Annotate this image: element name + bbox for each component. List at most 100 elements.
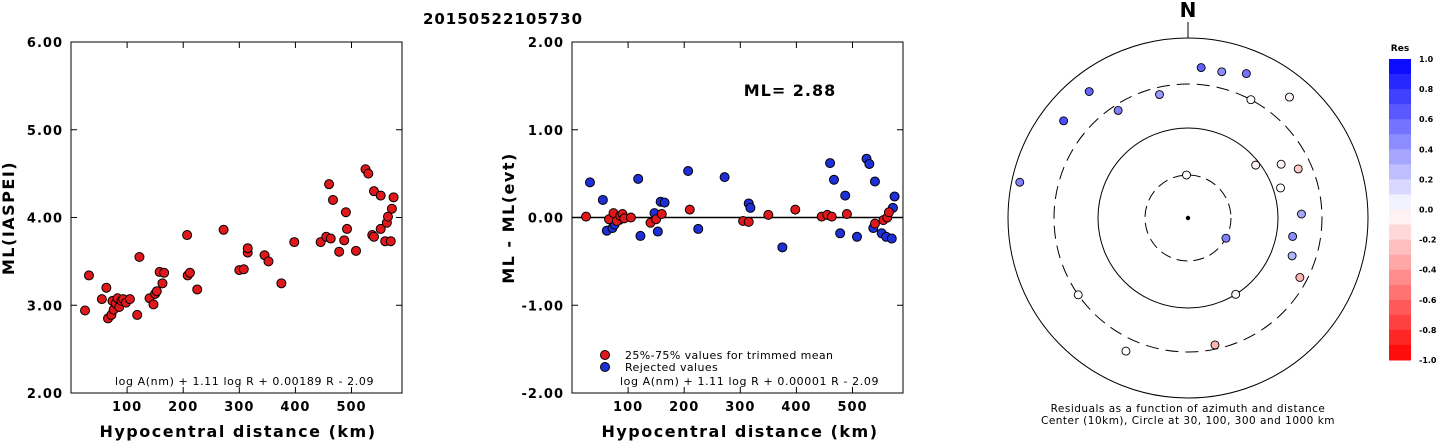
colorbar-tick-label-2: 0.6 <box>1419 115 1434 124</box>
polar-point-17 <box>1015 177 1025 187</box>
polar-point-20 <box>1113 105 1123 115</box>
middle-ytick-label-0: -2.00 <box>522 387 564 402</box>
left-point-41 <box>327 194 338 205</box>
ring-30km <box>1144 174 1232 262</box>
middle-used-point-19 <box>841 208 852 219</box>
polar-point-3 <box>1246 95 1256 105</box>
colorbar-cell-17 <box>1389 314 1411 331</box>
middle-xtick-label-0: 100 <box>613 400 643 415</box>
middle-formula: log A(nm) + 1.11 log R + 0.00001 R - 2.0… <box>620 375 879 388</box>
colorbar-cell-18 <box>1389 329 1411 346</box>
figure-title: 20150522105730 <box>423 10 583 28</box>
colorbar-tick-label-4: 0.2 <box>1419 175 1433 184</box>
middle-data-points <box>581 153 900 253</box>
middle-panel: 100 200 300 400 500 -2.00 -1.00 0.00 1.00 2.00 ML… <box>499 36 904 441</box>
left-formula: log A(nm) + 1.11 log R + 0.00189 R - 2.0… <box>115 375 374 388</box>
left-point-44 <box>340 207 351 218</box>
middle-used-point-15 <box>790 204 801 215</box>
polar-point-16 <box>1073 290 1083 300</box>
left-point-28 <box>218 224 229 235</box>
middle-rejected-point-21 <box>840 190 851 201</box>
left-ytick-label-0: 2.00 <box>27 387 63 402</box>
colorbar-title: Res <box>1391 44 1409 54</box>
middle-rejected-point-17 <box>777 242 788 253</box>
left-point-43 <box>339 235 350 246</box>
left-point-57 <box>385 236 396 247</box>
middle-used-point-23 <box>883 207 894 218</box>
left-point-53 <box>375 190 386 201</box>
middle-ytick-label-4: 2.00 <box>528 36 564 51</box>
polar-point-21 <box>1155 90 1164 99</box>
colorbar-cell-10 <box>1389 209 1411 226</box>
left-point-24 <box>182 230 193 241</box>
polar-point-12 <box>1295 273 1305 282</box>
colorbar-tick-label-8: -0.6 <box>1419 296 1437 305</box>
colorbar-tick-label-10: -1.0 <box>1419 356 1437 365</box>
colorbar-cell-12 <box>1389 239 1411 256</box>
polar-point-11 <box>1287 251 1297 261</box>
polar-point-0 <box>1196 63 1206 73</box>
left-ytick-label-2: 4.00 <box>27 212 63 227</box>
colorbar-tick-label-6: -0.2 <box>1419 236 1437 245</box>
ml-value-text: ML= 2.88 <box>744 81 837 100</box>
colorbar: Res 1.0 0.8 0.6 0.4 0.2 0.0 -0.2 -0.4 -0.6 -0.8 -1… <box>1389 44 1437 365</box>
colorbar-cell-2 <box>1389 89 1411 105</box>
colorbar-cell-15 <box>1389 284 1411 301</box>
left-point-20 <box>151 286 162 297</box>
middle-rejected-point-31 <box>889 191 900 202</box>
colorbar-cell-7 <box>1389 164 1411 180</box>
left-data-points <box>80 164 399 324</box>
middle-used-point-20 <box>869 218 880 229</box>
middle-xtick-label-1: 200 <box>669 400 699 415</box>
colorbar-cell-13 <box>1389 254 1411 271</box>
polar-point-19 <box>1084 87 1094 96</box>
polar-point-6 <box>1276 159 1286 169</box>
polar-point-13 <box>1231 289 1241 299</box>
left-plot-frame <box>70 41 403 394</box>
middle-axis-ticks: 100 200 300 400 500 -2.00 -1.00 0.00 1.00 2.00 <box>522 36 903 415</box>
left-point-46 <box>350 245 361 256</box>
left-xtick-label-3: 400 <box>280 400 310 415</box>
left-point-52 <box>375 223 386 234</box>
middle-rejected-point-1 <box>597 194 608 205</box>
left-point-56 <box>382 211 393 222</box>
left-point-2 <box>96 294 107 305</box>
polar-point-15 <box>1121 346 1131 356</box>
left-point-58 <box>386 203 397 214</box>
colorbar-tick-label-0: 1.0 <box>1419 55 1434 64</box>
middle-rejected-point-22 <box>851 231 862 242</box>
left-point-3 <box>101 282 112 293</box>
ring-100km <box>1097 127 1279 309</box>
polar-point-23 <box>1221 233 1231 243</box>
polar-point-8 <box>1276 183 1285 193</box>
left-xtick-label-0: 100 <box>112 400 142 415</box>
left-xtick-label-1: 200 <box>168 400 198 415</box>
colorbar-tick-label-3: 0.4 <box>1419 145 1434 154</box>
middle-used-point-14 <box>763 209 774 220</box>
colorbar-cell-4 <box>1389 119 1411 135</box>
left-point-1 <box>83 270 94 281</box>
middle-rejected-point-7 <box>635 230 646 241</box>
polar-point-18 <box>1059 116 1069 126</box>
left-point-51 <box>368 231 379 242</box>
left-xtick-label-2: 300 <box>224 400 254 415</box>
left-point-23 <box>159 267 170 278</box>
legend-rejected-label: Rejected values <box>625 361 718 374</box>
polar-caption-line2: Center (10km), Circle at 30, 100, 300 an… <box>1041 415 1335 427</box>
colorbar-cell-0 <box>1389 59 1411 75</box>
middle-used-point-18 <box>826 211 837 222</box>
center-dot <box>1185 215 1191 221</box>
left-panel: 100 200 300 400 500 2.00 3.00 4.00 5.00 6.00 log … <box>0 36 403 441</box>
left-point-59 <box>388 192 399 203</box>
middle-rejected-point-18 <box>825 158 836 169</box>
polar-point-1 <box>1217 67 1227 77</box>
middle-rejected-point-11 <box>659 197 670 208</box>
left-point-30 <box>238 264 249 275</box>
colorbar-cell-14 <box>1389 269 1411 286</box>
middle-rejected-point-19 <box>828 174 839 185</box>
middle-rejected-point-14 <box>719 172 730 183</box>
middle-rejected-point-20 <box>835 228 846 239</box>
polar-panel: N Residuals as a function of azimuth and… <box>1007 0 1369 427</box>
polar-point-4 <box>1285 92 1294 102</box>
